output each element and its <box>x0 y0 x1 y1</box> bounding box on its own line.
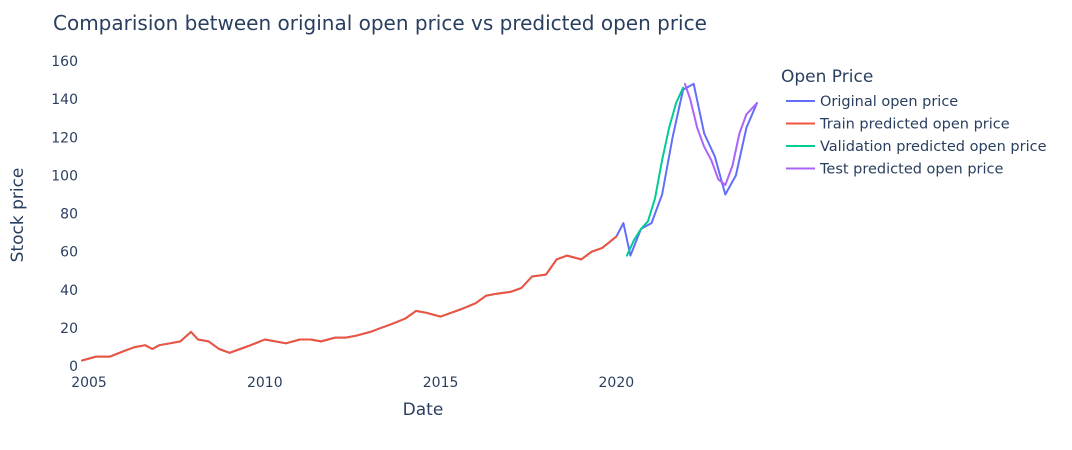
legend: Open Price Original open price Train pred… <box>781 67 1047 178</box>
series-line-3 <box>625 86 685 257</box>
x-axis-title: Date <box>403 400 444 420</box>
y-axis-title: Stock price <box>8 168 28 263</box>
y-tick-label: 120 <box>51 130 78 146</box>
chart-title: Comparision between original open price … <box>53 11 707 35</box>
series-line-1 <box>81 82 758 362</box>
y-tick-label: 20 <box>60 321 78 337</box>
x-tick-label: 2015 <box>423 375 459 391</box>
y-axis-ticks: 0 20 40 60 80 100 120 140 160 <box>51 54 78 375</box>
y-tick-label: 100 <box>51 168 78 184</box>
y-tick-label: 0 <box>69 359 78 375</box>
y-tick-label: 140 <box>51 92 78 108</box>
x-tick-label: 2010 <box>247 375 283 391</box>
legend-items: Original open price Train predicted open … <box>786 94 1047 178</box>
legend-label[interactable]: Validation predicted open price <box>820 139 1047 155</box>
y-tick-label: 160 <box>51 54 78 70</box>
series-line-2 <box>81 235 618 362</box>
y-tick-label: 80 <box>60 207 78 223</box>
y-tick-label: 40 <box>60 283 78 299</box>
x-axis-ticks: 2005 2010 2015 2020 <box>71 375 634 391</box>
legend-label[interactable]: Train predicted open price <box>819 117 1010 133</box>
y-tick-label: 60 <box>60 245 78 261</box>
legend-title: Open Price <box>781 67 873 87</box>
x-tick-label: 2005 <box>71 375 107 391</box>
legend-label[interactable]: Original open price <box>820 94 958 110</box>
x-tick-label: 2020 <box>599 375 635 391</box>
series-line-4 <box>683 82 758 186</box>
legend-label[interactable]: Test predicted open price <box>819 162 1004 178</box>
plot-area <box>81 82 758 362</box>
